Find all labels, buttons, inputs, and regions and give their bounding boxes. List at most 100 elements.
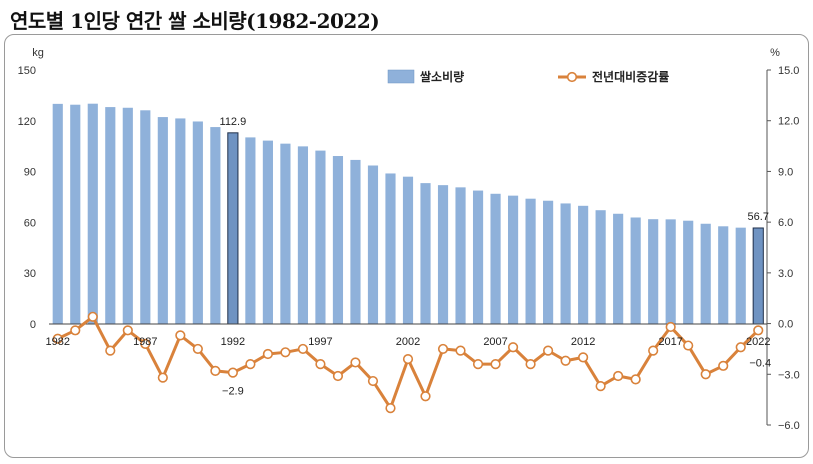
left-tick-label: 150 xyxy=(18,65,36,77)
line-point xyxy=(105,345,116,356)
line-point xyxy=(472,359,484,370)
point-data-label: −0.4 xyxy=(749,357,771,369)
line-point xyxy=(613,370,624,382)
bar xyxy=(175,118,186,324)
bar xyxy=(192,121,203,325)
bar xyxy=(752,227,764,325)
bar xyxy=(735,227,746,324)
legend-bar-swatch xyxy=(387,69,415,84)
x-tick-label: 1992 xyxy=(221,336,245,348)
line-point xyxy=(70,325,81,336)
line-point xyxy=(140,338,151,349)
right-tick-label: 15.0 xyxy=(778,65,799,77)
line-point xyxy=(525,359,536,370)
line-point xyxy=(122,325,133,336)
x-tick-label: 1997 xyxy=(308,336,332,348)
bar xyxy=(543,200,554,324)
right-tick-label: 12.0 xyxy=(778,116,799,128)
line-point xyxy=(52,333,63,344)
bar xyxy=(315,150,326,324)
point-data-label: −2.9 xyxy=(222,386,244,398)
bar xyxy=(472,190,484,324)
line-point xyxy=(437,343,449,355)
x-tick-label: 1987 xyxy=(133,336,157,348)
bar xyxy=(437,185,449,324)
bar xyxy=(613,213,624,324)
bar xyxy=(140,110,151,324)
bar xyxy=(525,198,536,324)
bar xyxy=(245,137,256,324)
line-point xyxy=(560,355,571,366)
x-tick-label: 2012 xyxy=(571,336,595,348)
line-point xyxy=(630,374,641,385)
line-point xyxy=(192,343,203,355)
line-point xyxy=(683,340,694,351)
bar xyxy=(665,219,676,324)
bar xyxy=(297,146,309,324)
left-tick-label: 120 xyxy=(18,116,36,128)
right-tick-label: 0.0 xyxy=(778,319,793,331)
line-point xyxy=(280,347,291,358)
bar xyxy=(350,159,361,324)
bar xyxy=(87,103,98,325)
right-axis-unit: % xyxy=(770,47,780,59)
line-point xyxy=(578,352,589,363)
line-point xyxy=(385,402,396,414)
line-point xyxy=(367,375,379,387)
left-tick-label: 60 xyxy=(24,217,36,229)
bar xyxy=(105,107,116,324)
bar xyxy=(280,143,291,324)
bar xyxy=(683,220,694,324)
bar xyxy=(210,127,221,324)
bar xyxy=(227,132,239,325)
bar xyxy=(630,217,641,324)
bar xyxy=(122,107,133,325)
bar xyxy=(648,219,659,324)
right-tick-label: 3.0 xyxy=(778,268,793,280)
bar xyxy=(262,140,273,324)
line-point xyxy=(157,372,168,383)
right-tick-label: 9.0 xyxy=(778,166,793,178)
line-point xyxy=(648,345,659,356)
x-tick-label: 2002 xyxy=(396,336,420,348)
bar xyxy=(718,226,729,324)
bar-data-label: 56.7 xyxy=(748,211,769,223)
bar xyxy=(507,195,519,324)
line-point xyxy=(735,342,746,353)
bar xyxy=(367,165,379,324)
line-point xyxy=(245,359,256,370)
line-point xyxy=(402,353,414,365)
chart-frame xyxy=(4,34,809,458)
line-point xyxy=(350,357,361,368)
legend-line-label: 전년대비증감률 xyxy=(592,69,669,84)
line-point xyxy=(297,343,309,355)
bar xyxy=(420,183,431,324)
line-point xyxy=(332,370,344,382)
line-point xyxy=(595,381,606,392)
chart-title: 연도별 1인당 연간 쌀 소비량(1982-2022) xyxy=(10,9,380,33)
line-point xyxy=(227,367,238,378)
line-point xyxy=(490,359,501,370)
bar xyxy=(52,103,63,324)
x-tick-label: 2017 xyxy=(658,336,682,348)
line-point xyxy=(87,311,98,322)
bar-data-label: 112.9 xyxy=(220,116,247,128)
right-tick-label: −6.0 xyxy=(778,420,800,432)
right-tick-label: 6.0 xyxy=(778,217,793,229)
line-point xyxy=(700,369,711,380)
bar xyxy=(70,104,81,324)
bar xyxy=(385,173,396,324)
line-point xyxy=(718,360,729,371)
line-point xyxy=(315,359,326,370)
legend-bar-label: 쌀소비량 xyxy=(420,69,464,84)
bar xyxy=(595,210,606,324)
line-point xyxy=(753,325,764,336)
bar xyxy=(455,187,466,324)
legend-line-marker xyxy=(566,71,578,83)
left-tick-label: 0 xyxy=(30,319,36,331)
x-tick-label: 2007 xyxy=(483,336,507,348)
left-tick-label: 30 xyxy=(24,268,36,280)
right-tick-label: −3.0 xyxy=(778,369,800,381)
line-point xyxy=(262,348,274,360)
